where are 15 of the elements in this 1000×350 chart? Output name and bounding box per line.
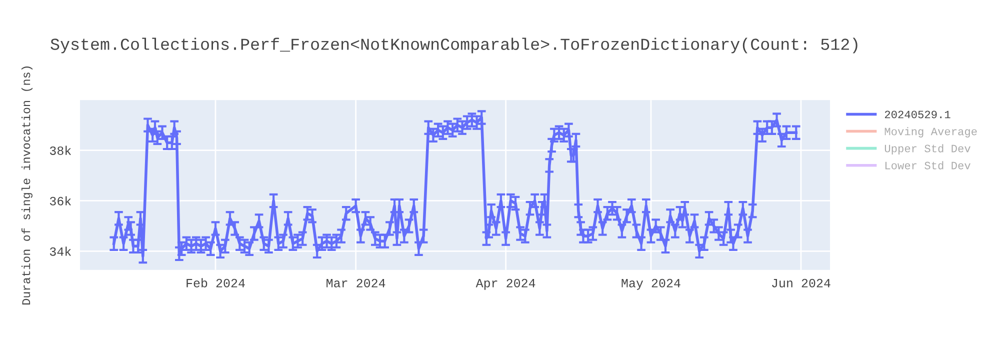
x-tick-label: Apr 2024 bbox=[476, 278, 536, 290]
chart-title: System.Collections.Perf_Frozen<NotKnownComparable>.ToFrozenDictionary(Count: 512) bbox=[50, 38, 858, 54]
y-axis-title: Duration of single invocation (ns) bbox=[21, 66, 32, 304]
legend-label: 20240529.1 bbox=[884, 110, 950, 118]
x-tick-label: May 2024 bbox=[622, 278, 680, 290]
line-series bbox=[112, 115, 798, 258]
legend-label: Lower Std Dev bbox=[885, 161, 970, 170]
x-tick-label: Jun 2024 bbox=[772, 278, 830, 288]
legend-label: Moving Average bbox=[884, 127, 977, 138]
x-tick-label: Feb 2024 bbox=[186, 278, 245, 288]
y-tick-label: 36k bbox=[50, 196, 72, 206]
y-tick-label: 38k bbox=[50, 146, 72, 155]
x-tick-label: Mar 2024 bbox=[326, 278, 386, 288]
y-tick-label: 34k bbox=[50, 246, 72, 256]
legend-label: Upper Std Dev bbox=[884, 144, 970, 155]
